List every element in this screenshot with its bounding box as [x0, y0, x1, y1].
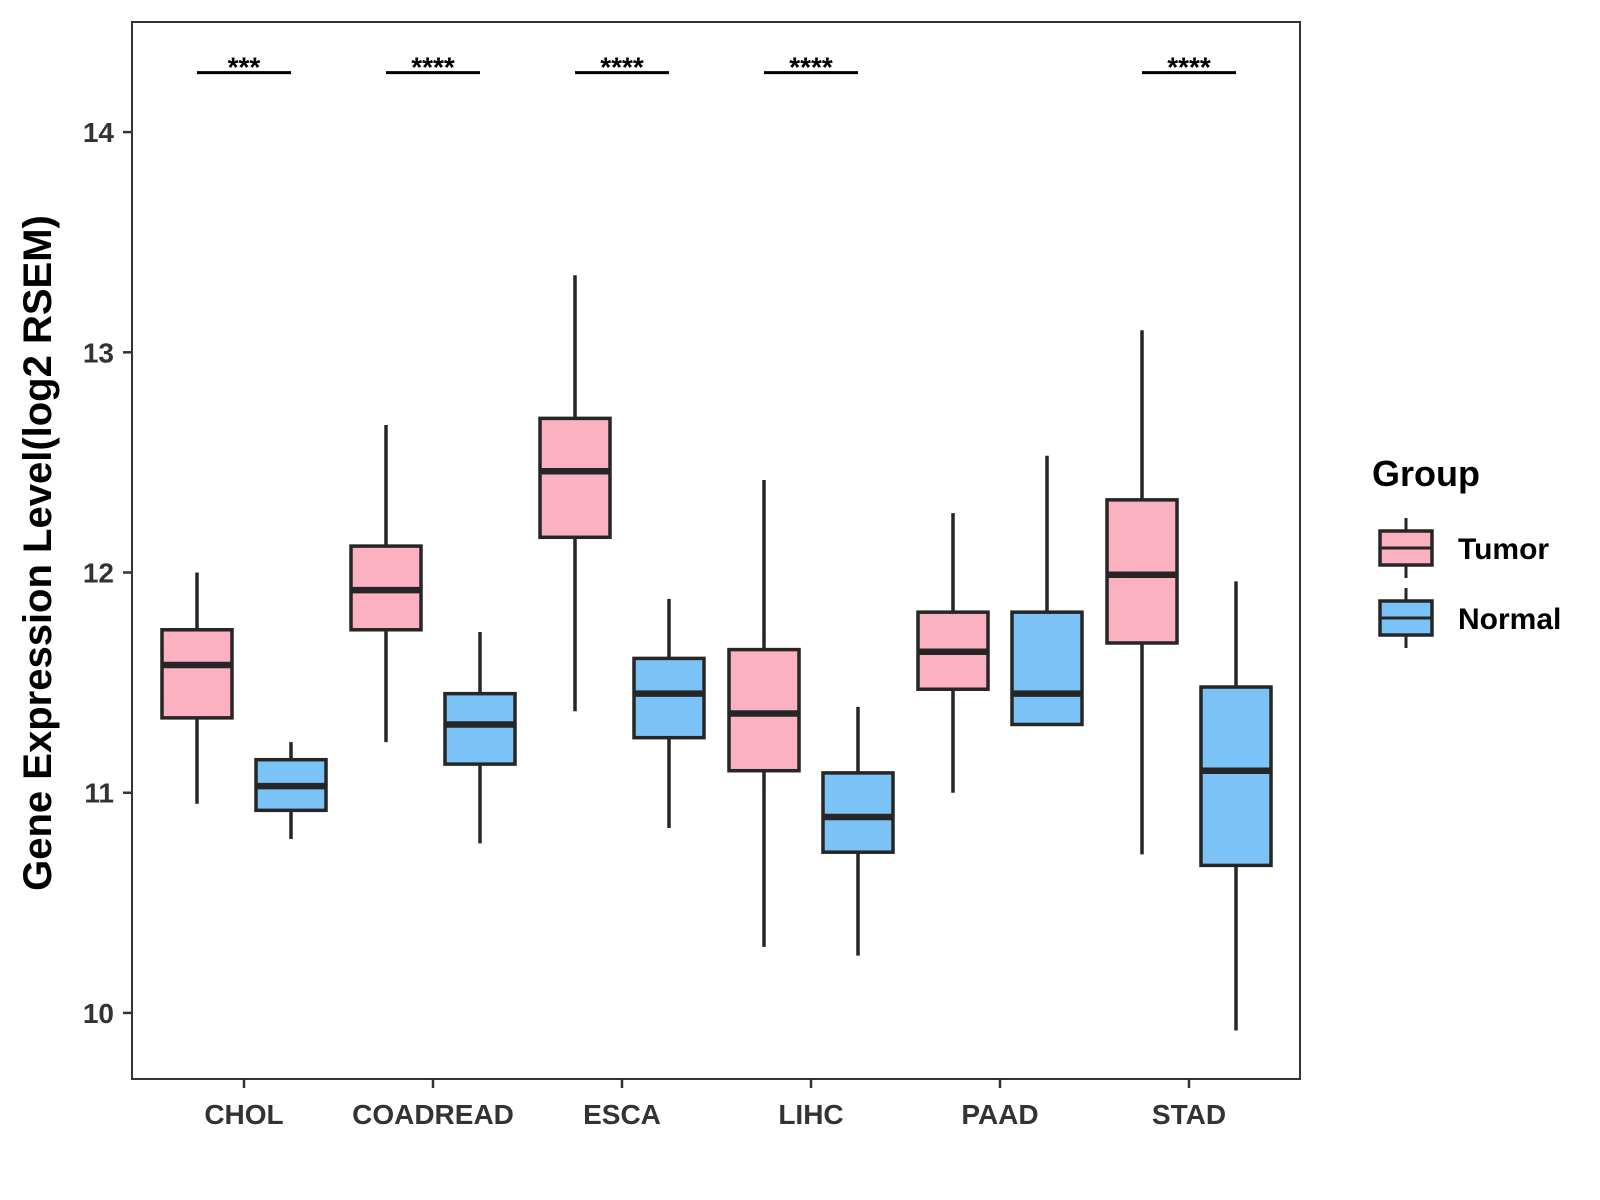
- axes: 10 11 12 13 14 CHOL COADREAD ESCA LIHC PAAD STAD: [83, 117, 1226, 1130]
- x-tick-label-paad: PAAD: [961, 1099, 1038, 1130]
- box-normal-stad: [1199, 581, 1273, 1031]
- y-tick-label-13: 13: [83, 337, 114, 368]
- iqr-box-tumor-chol: [160, 628, 234, 720]
- iqr-box-normal-stad: [1199, 685, 1273, 868]
- box-normal-chol: [254, 742, 328, 839]
- legend-item-normal: Normal: [1378, 588, 1561, 648]
- box-tumor-esca: [538, 275, 612, 712]
- boxes: [160, 275, 1273, 1031]
- box-tumor-lihc: [727, 480, 801, 947]
- significance-label-esca: ****: [600, 52, 644, 83]
- plot-panel: [131, 21, 1301, 1080]
- y-tick-label-11: 11: [84, 778, 114, 809]
- legend-title: Group: [1372, 453, 1480, 494]
- x-tick-label-coadread: COADREAD: [352, 1099, 514, 1130]
- legend-label-tumor: Tumor: [1458, 533, 1549, 566]
- x-tick-label-chol: CHOL: [204, 1099, 283, 1130]
- y-axis-title: Gene Expression Level(log2 RSEM): [16, 215, 60, 891]
- box-tumor-coadread: [349, 424, 423, 743]
- box-tumor-stad: [1105, 330, 1179, 855]
- x-tick-label-stad: STAD: [1152, 1099, 1226, 1130]
- iqr-box-tumor-esca: [538, 416, 612, 540]
- significance-label-lihc: ****: [789, 52, 833, 83]
- y-tick-label-12: 12: [83, 558, 114, 589]
- iqr-box-normal-coadread: [443, 691, 517, 766]
- box-normal-lihc: [821, 706, 895, 956]
- significance-annotations: *** **** **** **** ****: [197, 52, 1236, 83]
- iqr-box-normal-lihc: [821, 771, 895, 854]
- iqr-box-normal-paad: [1010, 610, 1084, 727]
- significance-label-chol: ***: [228, 52, 261, 83]
- box-tumor-chol: [160, 572, 234, 804]
- y-tick-label-10: 10: [83, 998, 114, 1029]
- legend-label-normal: Normal: [1458, 603, 1561, 636]
- box-normal-coadread: [443, 631, 517, 844]
- x-tick-label-esca: ESCA: [583, 1099, 661, 1130]
- y-tick-label-14: 14: [83, 117, 115, 148]
- legend: Group Tumor Normal: [1372, 453, 1561, 648]
- x-tick-label-lihc: LIHC: [778, 1099, 843, 1130]
- box-tumor-paad: [916, 513, 990, 793]
- iqr-box-tumor-stad: [1105, 498, 1179, 645]
- box-normal-paad: [1010, 455, 1084, 727]
- significance-label-stad: ****: [1167, 52, 1211, 83]
- iqr-box-normal-esca: [632, 656, 706, 740]
- legend-item-tumor: Tumor: [1378, 518, 1549, 578]
- iqr-box-tumor-lihc: [727, 647, 801, 773]
- significance-label-coadread: ****: [411, 52, 455, 83]
- plot-border: [131, 21, 1301, 1080]
- box-normal-esca: [632, 598, 706, 828]
